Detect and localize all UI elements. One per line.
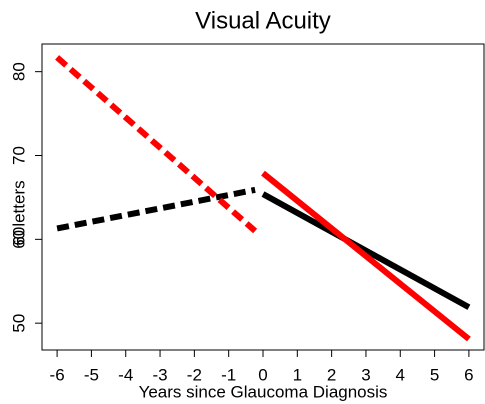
x-tick-label: 3 xyxy=(361,365,370,384)
chart-title: Visual Acuity xyxy=(195,7,331,34)
series-line xyxy=(55,55,258,234)
x-tick-label: -2 xyxy=(187,365,202,384)
x-tick-label: -1 xyxy=(221,365,236,384)
y-tick-label: 70 xyxy=(9,146,28,165)
y-axis-label: 60letters xyxy=(9,180,28,245)
x-tick-label: 1 xyxy=(293,365,302,384)
x-tick-label: 0 xyxy=(258,365,267,384)
y-tick-label: 60 xyxy=(9,230,28,249)
x-tick-label: -4 xyxy=(118,365,133,384)
x-tick-label: 4 xyxy=(396,365,405,384)
x-tick-label: -3 xyxy=(152,365,167,384)
series-line xyxy=(261,191,471,310)
y-tick-label: 50 xyxy=(9,314,28,333)
x-tick-label: -5 xyxy=(84,365,99,384)
series-line xyxy=(261,170,471,342)
x-tick-label: 6 xyxy=(464,365,473,384)
y-tick-label: 80 xyxy=(9,62,28,81)
x-tick-label: -6 xyxy=(50,365,65,384)
x-axis-label: Years since Glaucoma Diagnosis xyxy=(139,382,388,401)
x-tick-label: 2 xyxy=(327,365,336,384)
x-tick-label: 5 xyxy=(430,365,439,384)
series-line xyxy=(56,186,256,232)
